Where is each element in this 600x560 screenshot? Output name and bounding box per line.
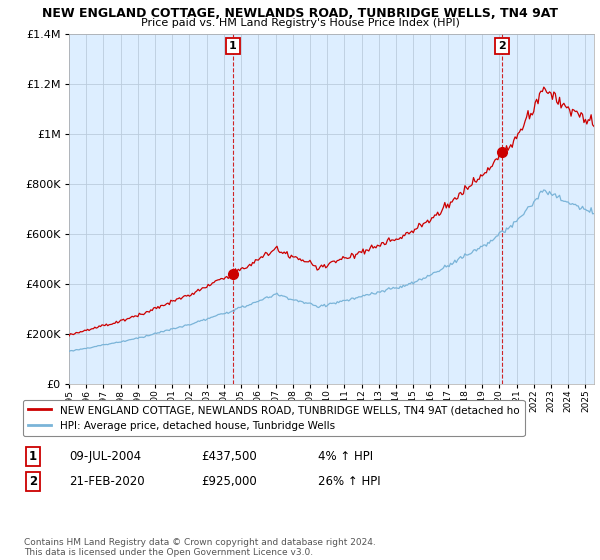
Text: 21-FEB-2020: 21-FEB-2020	[69, 475, 145, 488]
Text: 4% ↑ HPI: 4% ↑ HPI	[318, 450, 373, 463]
Text: 2: 2	[29, 475, 37, 488]
Text: 1: 1	[29, 450, 37, 463]
Text: NEW ENGLAND COTTAGE, NEWLANDS ROAD, TUNBRIDGE WELLS, TN4 9AT: NEW ENGLAND COTTAGE, NEWLANDS ROAD, TUNB…	[42, 7, 558, 20]
Legend: NEW ENGLAND COTTAGE, NEWLANDS ROAD, TUNBRIDGE WELLS, TN4 9AT (detached ho, HPI: : NEW ENGLAND COTTAGE, NEWLANDS ROAD, TUNB…	[23, 400, 524, 436]
Text: 26% ↑ HPI: 26% ↑ HPI	[318, 475, 380, 488]
Text: £925,000: £925,000	[201, 475, 257, 488]
Text: 1: 1	[229, 41, 237, 51]
Text: Price paid vs. HM Land Registry's House Price Index (HPI): Price paid vs. HM Land Registry's House …	[140, 18, 460, 28]
Text: 2: 2	[497, 41, 505, 51]
Text: £437,500: £437,500	[201, 450, 257, 463]
Text: Contains HM Land Registry data © Crown copyright and database right 2024.
This d: Contains HM Land Registry data © Crown c…	[24, 538, 376, 557]
Text: 09-JUL-2004: 09-JUL-2004	[69, 450, 141, 463]
